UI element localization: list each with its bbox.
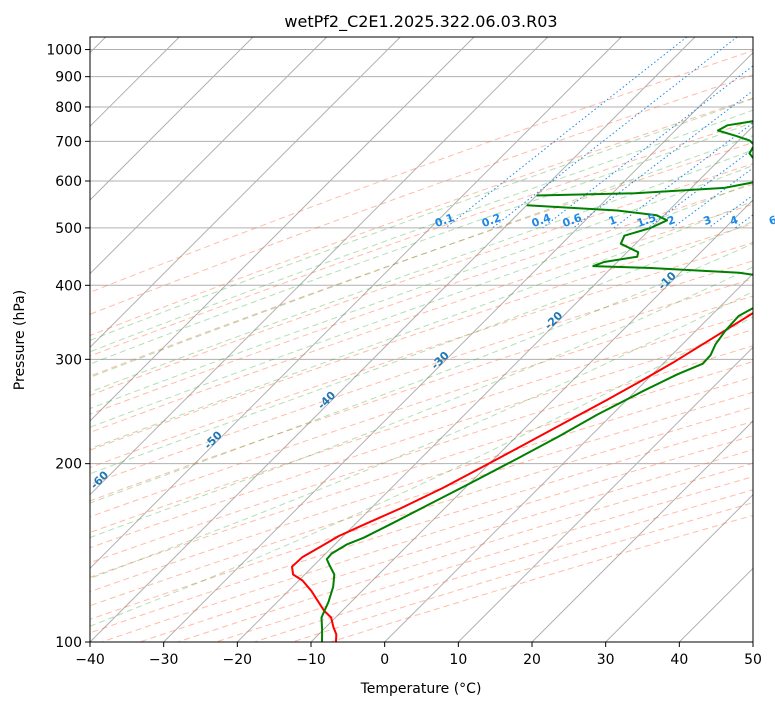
- isotherm-line: [90, 37, 254, 201]
- moist-adiabat-line: [90, 98, 753, 341]
- mixing-ratio-line: [492, 37, 738, 229]
- y-tick-label: 200: [55, 457, 82, 473]
- moist-adiabat-line: [90, 164, 753, 410]
- moist-adiabat-line: [90, 181, 753, 428]
- dewpoint-line: [320, 204, 753, 642]
- y-tick-label: 100: [55, 635, 82, 651]
- isotherm-line: [90, 37, 549, 496]
- x-axis-label: Temperature (°C): [360, 681, 482, 697]
- mixing-ratio-label: 6: [767, 213, 775, 228]
- mixing-ratio-label: 0.4: [530, 211, 553, 230]
- y-tick-label: 900: [55, 70, 82, 86]
- x-tick-label: −20: [223, 652, 253, 668]
- isotherm-line: [531, 420, 753, 642]
- moist-adiabat-line: [90, 266, 753, 539]
- mixing-ratio-line: [572, 90, 753, 229]
- isotherm-line: [605, 493, 753, 642]
- dry-adiabat-line: [90, 260, 753, 485]
- mixing-ratio-label: 2: [665, 213, 677, 228]
- x-tick-label: 50: [744, 652, 762, 668]
- isotherm-line: [90, 37, 622, 570]
- x-tick-label: −40: [75, 652, 105, 668]
- dry-adiabat-line: [90, 50, 753, 293]
- dry-adiabat-line: [90, 74, 753, 315]
- y-axis-label: Pressure (hPa): [12, 290, 28, 390]
- dewpoint-line: [536, 120, 753, 197]
- isotherm-line: [90, 37, 328, 275]
- dry-adiabat-line: [90, 183, 753, 415]
- x-tick-label: −10: [296, 652, 326, 668]
- mixing-ratio-label: 1.5: [635, 211, 658, 230]
- isotherm-line: [457, 346, 753, 642]
- mixing-ratio-label: 1: [607, 213, 619, 228]
- isotherm-line: [90, 37, 475, 422]
- y-tick-label: 700: [55, 134, 82, 150]
- dry-adiabat-line: [90, 223, 753, 451]
- mixing-ratio-label: 0.2: [480, 211, 503, 230]
- x-tick-label: −30: [149, 652, 179, 668]
- sounding-series: [291, 120, 753, 642]
- dry-adiabat-line: [90, 120, 753, 357]
- dry-adiabat-line: [90, 329, 753, 549]
- plot-frame: [89, 36, 754, 643]
- moist-adiabat-line: [90, 200, 753, 450]
- dry-adiabat-line: [90, 142, 753, 377]
- dry-adiabat-line: [90, 361, 753, 578]
- moist-adiabat-line: [90, 242, 753, 504]
- y-tick-label: 600: [55, 174, 82, 190]
- y-tick-label: 300: [55, 352, 82, 368]
- mixing-ratio-line: [672, 167, 753, 229]
- chart-title: wetPf2_C2E1.2025.322.06.03.R03: [284, 12, 557, 32]
- mixing-ratio-label: 0.6: [561, 211, 584, 230]
- mixing-ratio-label: 4: [728, 213, 740, 228]
- dry-adiabat-line: [90, 278, 753, 502]
- isotherm-line: [163, 51, 753, 642]
- y-tick-label: 1000: [46, 43, 82, 59]
- axes: −40 −30 −20 −10 0 10 20 30 40 50 1000 900 800 700 600 5…: [46, 43, 762, 668]
- y-tick-label: 400: [55, 278, 82, 294]
- mixing-ratio-label: 0.1: [433, 211, 456, 230]
- isotherm-line: [310, 199, 753, 642]
- dry-adiabat-line: [90, 391, 753, 607]
- y-tick-label: 800: [55, 100, 82, 116]
- isotherm-line: [384, 272, 753, 642]
- x-tick-label: 40: [670, 652, 688, 668]
- y-tick-label: 500: [55, 221, 82, 237]
- x-tick-label: 10: [449, 652, 467, 668]
- isotherm-line: [90, 37, 696, 642]
- x-tick-label: 30: [597, 652, 615, 668]
- moist-adiabat-line: [90, 109, 753, 353]
- mixing-ratio-label: 3: [702, 213, 714, 228]
- isotherm-line: [90, 37, 401, 349]
- temperature-line: [291, 311, 753, 642]
- dry-adiabat-line: [90, 312, 753, 534]
- mixing-ratio-line: [542, 65, 753, 229]
- x-tick-label: 20: [523, 652, 541, 668]
- dry-adiabat-line: [90, 97, 753, 337]
- moist-adiabat-line: [90, 291, 753, 579]
- x-tick-label: 0: [380, 652, 389, 668]
